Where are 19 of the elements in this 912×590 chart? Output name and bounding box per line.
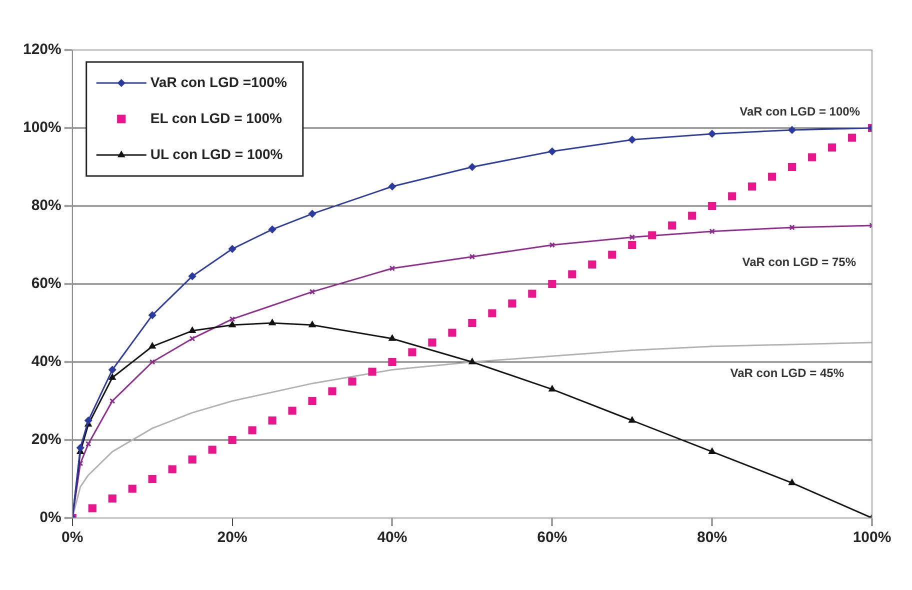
x-tick-label: 100% <box>852 529 892 546</box>
legend-label: VaR con LGD =100% <box>150 74 288 90</box>
y-tick-label: 120% <box>22 41 62 58</box>
y-tick-label: 80% <box>31 197 62 214</box>
annotation: VaR con LGD = 100% <box>740 104 860 119</box>
legend-label: UL con LGD = 100% <box>150 146 284 162</box>
x-tick-label: 0% <box>62 529 84 546</box>
x-tick-label: 40% <box>377 529 408 546</box>
legend-label: EL con LGD = 100% <box>150 110 283 126</box>
x-tick-label: 20% <box>217 529 248 546</box>
y-tick-label: 40% <box>31 353 62 370</box>
y-tick-label: 20% <box>31 431 62 448</box>
annotation: VaR con LGD = 75% <box>742 254 856 269</box>
annotation: VaR con LGD = 45% <box>730 366 844 380</box>
x-tick-label: 60% <box>537 529 568 546</box>
y-tick-label: 100% <box>22 119 62 136</box>
y-tick-label: 60% <box>31 275 62 292</box>
y-tick-label: 0% <box>40 509 62 526</box>
x-tick-label: 80% <box>697 529 728 546</box>
